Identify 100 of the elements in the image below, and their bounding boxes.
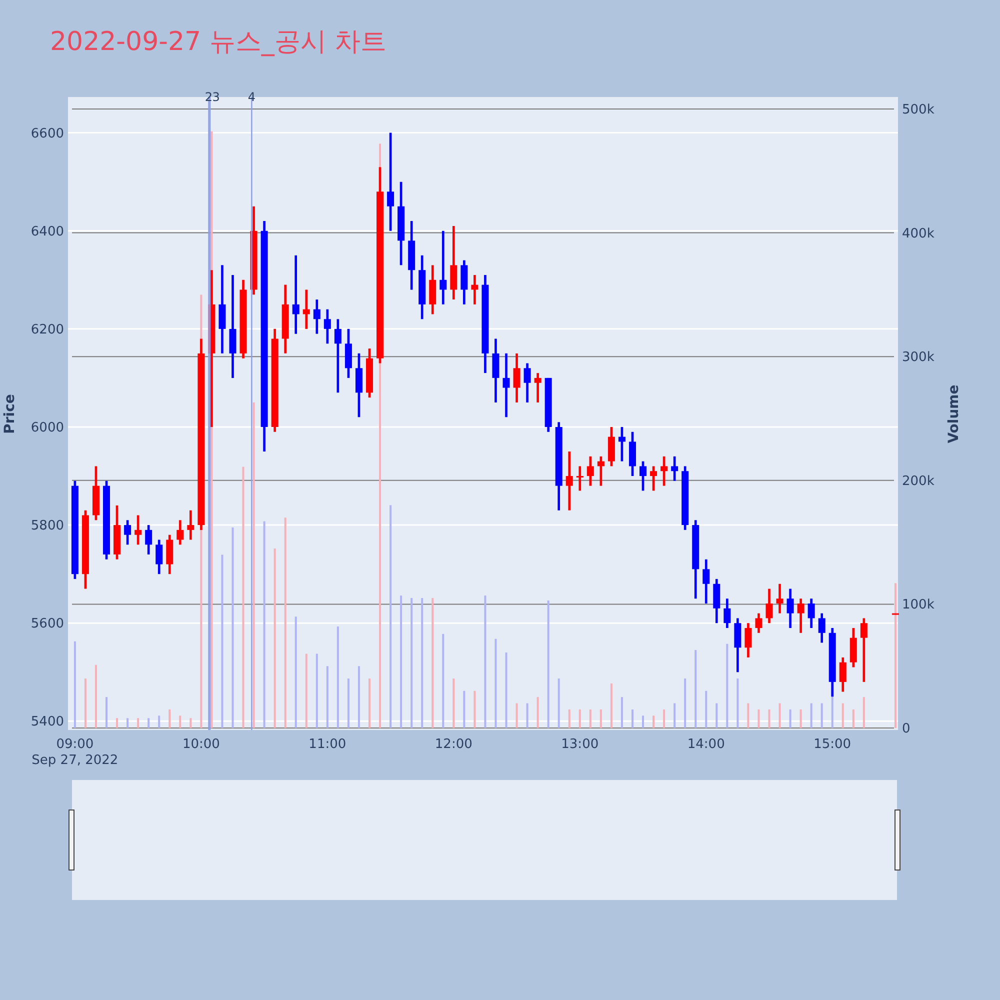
bar — [232, 527, 234, 728]
candlestick — [618, 426, 626, 462]
bar — [148, 718, 150, 728]
candlestick — [755, 612, 762, 634]
candlestick — [156, 538, 163, 576]
bar — [84, 678, 86, 728]
candlestick — [808, 597, 815, 630]
bar — [862, 697, 865, 728]
candlestick — [839, 656, 846, 693]
bar — [116, 718, 118, 728]
bar — [484, 596, 486, 728]
candlestick — [724, 597, 731, 630]
candlestick — [566, 450, 573, 512]
bar — [568, 709, 570, 728]
annotation: 3 — [212, 90, 220, 104]
x-tick-label: 15:00 — [814, 737, 852, 752]
x-tick-label: 11:00 — [308, 737, 346, 752]
bar — [263, 521, 266, 728]
bar — [358, 666, 360, 728]
candlestick — [860, 617, 868, 684]
candlestick — [702, 558, 710, 605]
bar — [674, 703, 676, 728]
bar — [894, 583, 896, 728]
bar — [505, 652, 508, 728]
bar — [284, 518, 286, 728]
bar — [705, 690, 708, 728]
bar — [190, 718, 192, 728]
bar — [442, 634, 444, 728]
y-tick-label: 5600 — [30, 616, 64, 632]
bar — [684, 678, 686, 728]
y-axis-title: Price — [2, 394, 18, 434]
bar — [716, 703, 718, 728]
y2-tick-label: 300k — [902, 350, 935, 366]
y-tick-label: 6600 — [30, 126, 64, 142]
bar — [789, 709, 792, 728]
bar — [536, 697, 539, 728]
text: Sep 27, 2022 — [32, 753, 118, 768]
bar — [305, 654, 308, 728]
bar — [820, 703, 823, 728]
candlestick — [786, 588, 794, 630]
y-tick-label: 6400 — [30, 224, 64, 240]
y2-tick-label: 500k — [902, 102, 935, 118]
bar — [547, 600, 550, 728]
y2-tick-label: 0 — [902, 722, 910, 737]
candlestick — [640, 460, 647, 492]
candlestick — [471, 274, 478, 306]
bar — [620, 697, 623, 728]
y-tick-label: 5400 — [30, 714, 64, 730]
y-tick-label: 6000 — [30, 420, 64, 436]
bar — [800, 709, 802, 728]
bar — [726, 644, 728, 728]
candlestick — [502, 352, 510, 418]
bar — [463, 690, 466, 728]
candlestick — [576, 465, 584, 492]
bar — [452, 678, 455, 728]
bar — [94, 664, 97, 728]
x-tick-label: 13:00 — [561, 737, 599, 752]
candlestick — [302, 288, 310, 330]
candlestick — [176, 518, 184, 546]
candlestick — [187, 509, 194, 541]
candlestick — [134, 514, 142, 546]
bar — [421, 598, 424, 728]
x-tick-label: 14:00 — [687, 737, 725, 752]
bar — [74, 641, 76, 728]
y2-tick-label: 100k — [902, 598, 935, 613]
bar — [758, 709, 760, 728]
annotation: 4 — [248, 90, 256, 104]
bar — [316, 654, 318, 728]
candlestick — [524, 362, 531, 404]
bar — [778, 703, 781, 728]
bar — [474, 690, 476, 728]
bar — [747, 703, 750, 728]
candlestick — [124, 518, 132, 546]
candlestick — [660, 455, 668, 487]
candlestick — [387, 132, 394, 232]
x-tick-label: 12:00 — [434, 737, 472, 752]
bar — [842, 703, 844, 728]
candlestick — [744, 622, 752, 659]
bar — [526, 703, 528, 728]
bar — [578, 709, 581, 728]
bar — [516, 703, 518, 728]
bar — [494, 638, 497, 728]
bar — [642, 716, 644, 728]
bar — [368, 678, 370, 728]
candlestick — [313, 298, 320, 335]
bar — [326, 666, 328, 728]
bar — [336, 626, 339, 728]
candlestick — [650, 465, 658, 492]
annotation: 2 — [204, 90, 213, 104]
bar — [137, 718, 140, 728]
bar — [432, 598, 434, 728]
candlestick — [292, 254, 300, 335]
bar — [736, 678, 739, 728]
bar — [610, 683, 612, 728]
bar — [106, 697, 108, 728]
bar — [347, 678, 350, 728]
bar — [252, 402, 255, 728]
bar — [179, 716, 182, 728]
bar — [390, 505, 392, 728]
bar — [400, 596, 402, 728]
